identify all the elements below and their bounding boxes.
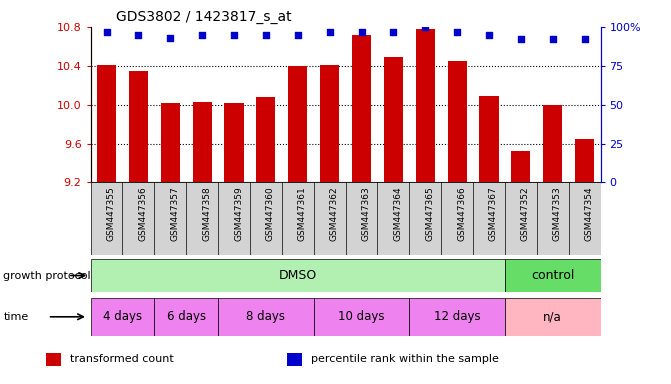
Bar bbox=[91, 298, 154, 336]
Text: growth protocol: growth protocol bbox=[3, 270, 91, 281]
Text: percentile rank within the sample: percentile rank within the sample bbox=[311, 354, 499, 364]
Text: GSM447363: GSM447363 bbox=[362, 186, 370, 241]
Text: 4 days: 4 days bbox=[103, 310, 142, 323]
Point bbox=[420, 24, 431, 30]
Bar bbox=[409, 298, 505, 336]
Text: GSM447366: GSM447366 bbox=[457, 186, 466, 241]
Point bbox=[133, 31, 144, 38]
Bar bbox=[288, 66, 307, 182]
Bar bbox=[384, 57, 403, 182]
Bar bbox=[415, 29, 435, 182]
Text: GSM447365: GSM447365 bbox=[425, 186, 434, 241]
Bar bbox=[154, 298, 218, 336]
Text: GSM447362: GSM447362 bbox=[329, 186, 339, 241]
Bar bbox=[479, 96, 499, 182]
Point bbox=[165, 35, 176, 41]
Text: GSM447356: GSM447356 bbox=[138, 186, 148, 241]
Text: GSM447357: GSM447357 bbox=[170, 186, 179, 241]
Bar bbox=[448, 61, 466, 182]
Point bbox=[324, 28, 335, 35]
Bar bbox=[129, 71, 148, 182]
Bar bbox=[505, 298, 601, 336]
Bar bbox=[218, 298, 313, 336]
Bar bbox=[91, 182, 601, 255]
Text: 12 days: 12 days bbox=[434, 310, 480, 323]
Point bbox=[356, 28, 367, 35]
Text: GDS3802 / 1423817_s_at: GDS3802 / 1423817_s_at bbox=[116, 10, 292, 25]
Bar bbox=[161, 103, 180, 182]
Point bbox=[579, 36, 590, 42]
Bar bbox=[543, 105, 562, 182]
Bar bbox=[46, 353, 61, 366]
Point bbox=[452, 28, 462, 35]
Text: time: time bbox=[3, 312, 29, 322]
Text: n/a: n/a bbox=[544, 310, 562, 323]
Point bbox=[515, 36, 526, 42]
Text: GSM447360: GSM447360 bbox=[266, 186, 275, 241]
Text: 6 days: 6 days bbox=[166, 310, 206, 323]
Bar bbox=[224, 103, 244, 182]
Bar bbox=[91, 259, 505, 292]
Bar bbox=[193, 102, 212, 182]
Bar bbox=[97, 65, 116, 182]
Text: GSM447367: GSM447367 bbox=[489, 186, 498, 241]
Text: GSM447359: GSM447359 bbox=[234, 186, 243, 241]
Text: GSM447355: GSM447355 bbox=[107, 186, 115, 241]
Point bbox=[101, 28, 112, 35]
Text: 8 days: 8 days bbox=[246, 310, 285, 323]
Bar bbox=[505, 259, 601, 292]
Text: GSM447354: GSM447354 bbox=[584, 186, 594, 241]
Point bbox=[388, 28, 399, 35]
Text: control: control bbox=[531, 269, 574, 282]
Bar bbox=[352, 35, 371, 182]
Bar bbox=[575, 139, 595, 182]
Point bbox=[260, 31, 271, 38]
Text: GSM447352: GSM447352 bbox=[521, 186, 530, 241]
Text: GSM447361: GSM447361 bbox=[298, 186, 307, 241]
Text: GSM447364: GSM447364 bbox=[393, 186, 403, 241]
Bar bbox=[511, 151, 530, 182]
Text: DMSO: DMSO bbox=[278, 269, 317, 282]
Point bbox=[293, 31, 303, 38]
Point bbox=[548, 36, 558, 42]
Text: GSM447353: GSM447353 bbox=[553, 186, 562, 241]
Bar bbox=[313, 298, 409, 336]
Bar bbox=[287, 353, 303, 366]
Text: transformed count: transformed count bbox=[70, 354, 174, 364]
Text: 10 days: 10 days bbox=[338, 310, 384, 323]
Text: GSM447358: GSM447358 bbox=[202, 186, 211, 241]
Bar bbox=[256, 97, 275, 182]
Point bbox=[484, 31, 495, 38]
Bar bbox=[320, 65, 339, 182]
Point bbox=[197, 31, 207, 38]
Point bbox=[229, 31, 240, 38]
